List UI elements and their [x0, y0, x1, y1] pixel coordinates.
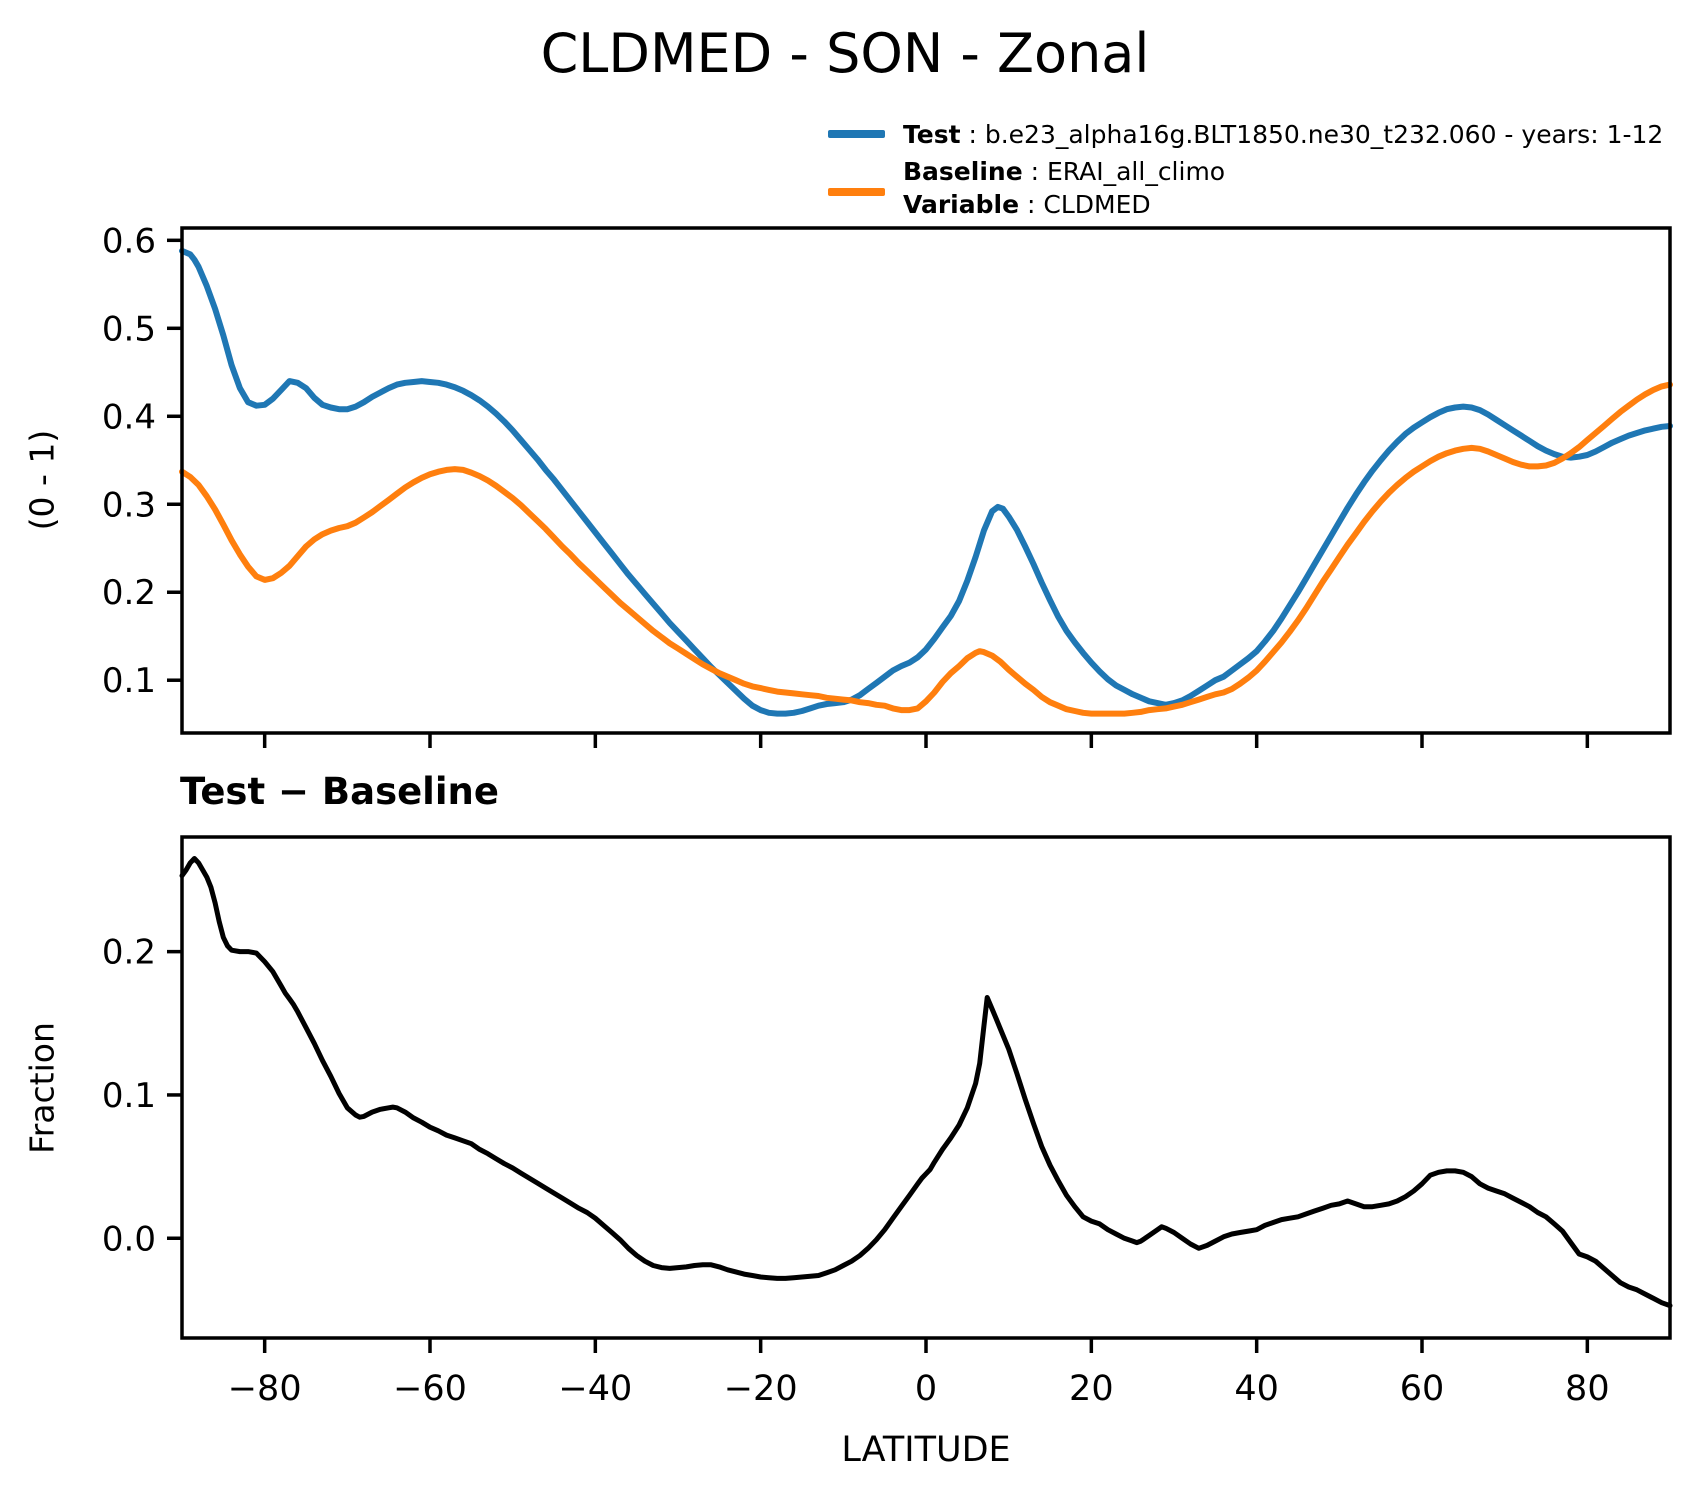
y-tick-label: 0.0	[102, 1219, 156, 1259]
legend-baseline-label: Baseline	[903, 157, 1023, 186]
legend-entry-baseline: Baseline : ERAI_all_climo	[903, 159, 1225, 185]
x-tick-label: 80	[1565, 1369, 1610, 1409]
legend-swatch-test	[828, 130, 885, 138]
series-line-baseline	[179, 381, 1673, 717]
axes-spines-1	[180, 835, 1672, 1340]
y-tick-label: 0.5	[102, 309, 156, 349]
y-tick-label: 0.1	[102, 661, 156, 701]
legend-entry-test: Test : b.e23_alpha16g.BLT1850.ne30_t232.…	[903, 122, 1663, 148]
plot-area-1	[179, 856, 1673, 1309]
x-tick-label: −20	[724, 1369, 798, 1409]
diff-plot-title: Test − Baseline	[180, 770, 499, 813]
legend-baseline-value: : ERAI_all_climo	[1022, 157, 1226, 186]
plot-area-0	[179, 247, 1673, 717]
series-line-test	[179, 247, 1673, 717]
axes-spines-0	[180, 226, 1672, 735]
y-tick-label: 0.4	[102, 397, 156, 437]
x-tick-label: −40	[558, 1369, 632, 1409]
legend-swatch-baseline	[828, 188, 885, 196]
y-tick-label: 0.3	[102, 485, 156, 525]
x-tick-label: −80	[228, 1369, 302, 1409]
x-tick-label: 40	[1234, 1369, 1279, 1409]
series-line-test-baseline	[179, 856, 1673, 1309]
x-axis-label: LATITUDE	[841, 1430, 1011, 1470]
page-title: CLDMED - SON - Zonal	[540, 22, 1150, 85]
legend-test-label: Test	[903, 120, 961, 149]
legend-variable-label: Variable	[903, 190, 1020, 219]
legend-entry-variable: Variable : CLDMED	[903, 192, 1151, 218]
legend-test-value: : b.e23_alpha16g.BLT1850.ne30_t232.060 -…	[960, 120, 1664, 149]
x-tick-label: 60	[1400, 1369, 1445, 1409]
legend-variable-value: : CLDMED	[1019, 190, 1151, 219]
y-tick-label: 0.6	[102, 221, 156, 261]
x-tick-label: −60	[393, 1369, 467, 1409]
diff-plot-ylabel: Fraction	[22, 1022, 62, 1154]
x-tick-label: 20	[1069, 1369, 1114, 1409]
top-plot-ylabel: (0 - 1)	[22, 429, 62, 531]
x-tick-label: 0	[915, 1369, 937, 1409]
y-tick-label: 0.2	[102, 573, 156, 613]
y-tick-label: 0.1	[102, 1076, 156, 1116]
y-tick-label: 0.2	[102, 933, 156, 973]
